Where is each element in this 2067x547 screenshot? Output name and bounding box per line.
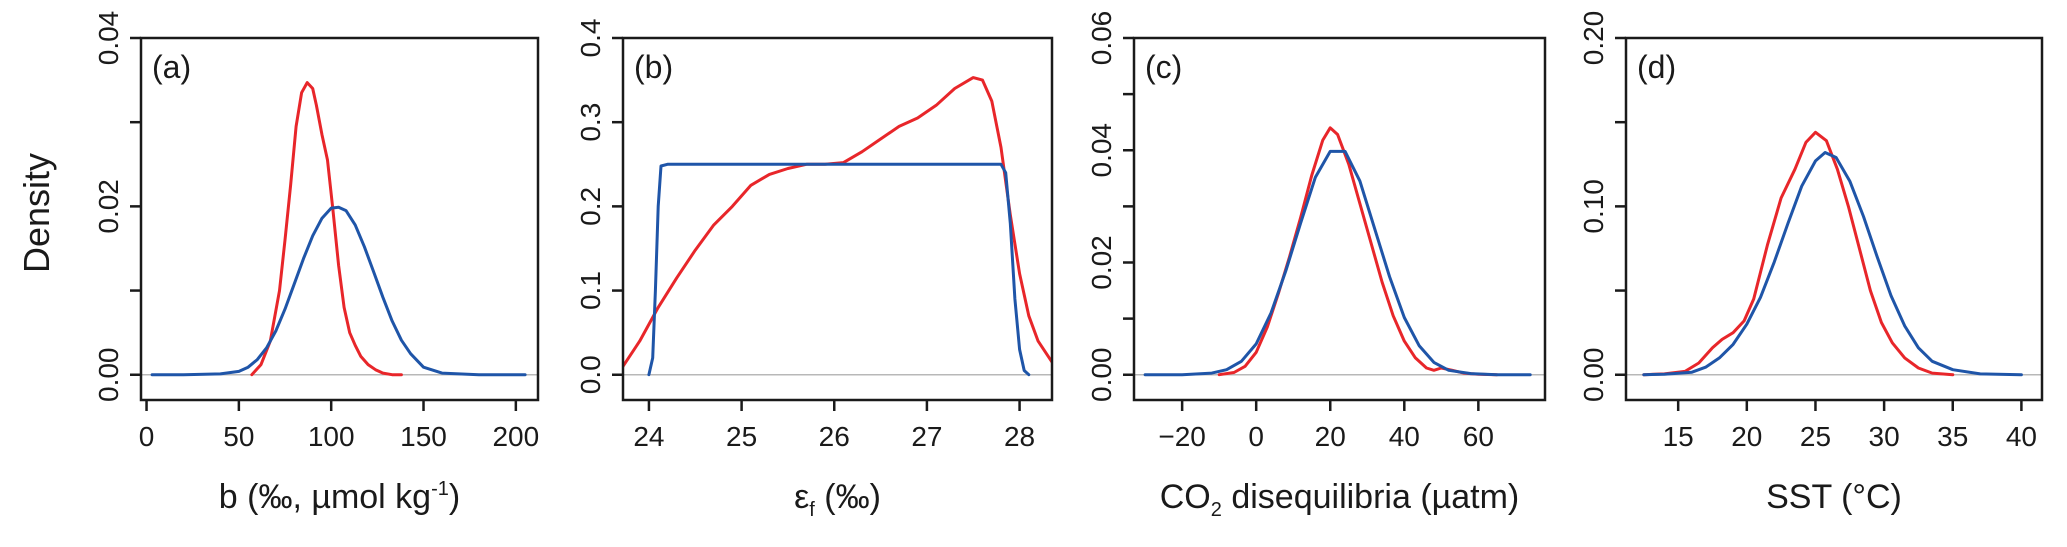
panel-d-series-red (1642, 130, 1955, 377)
panel-a-label: (a) (152, 49, 191, 85)
panel-d-series-blue (1642, 151, 2023, 377)
panel-b-y-tick-label: 0.1 (575, 271, 606, 310)
panel-d-y-tick-label: 0.20 (1578, 11, 1609, 66)
panel-c-frame (1132, 36, 1547, 402)
panel-d-x-tick-label: 35 (1937, 421, 1968, 452)
panel-a-x-axis-label-end: ) (449, 478, 460, 516)
panel-c-series-blue (1143, 149, 1532, 377)
panel-c: −20 0 20 40 60 0.00 0.02 0.04 0.06 (c) CO2 disequi… (1086, 11, 1547, 521)
panel-a: 0 50 100 150 200 0.00 0.02 0.04 (a) b (‰, µmol kg… (93, 11, 540, 516)
panel-d-x-tick-label: 40 (2006, 421, 2037, 452)
panel-a-x-axis-label-sup: -1 (431, 478, 449, 500)
panel-c-x-axis-label-end: disequilibria (µatm) (1222, 478, 1519, 516)
panel-c-x-axis-label-main: CO (1160, 478, 1211, 516)
panel-a-series-blue (150, 205, 527, 377)
panel-a-y-tick-label: 0.02 (93, 179, 124, 234)
panel-a-series-red (250, 81, 403, 377)
panel-a-y-tick-label: 0.00 (93, 347, 124, 402)
panel-c-x-tick-label: 40 (1389, 421, 1420, 452)
panel-b-x-axis-label-sub: f (809, 499, 815, 521)
panel-c-y-tick-label: 0.04 (1086, 123, 1117, 178)
panel-b-x-tick-label: 28 (1004, 421, 1035, 452)
panel-c-x-tick-label: 20 (1315, 421, 1346, 452)
panel-c-series-red (1217, 126, 1499, 377)
panel-c-x-axis-label-sub: 2 (1211, 499, 1222, 521)
panel-a-x-tick-label: 200 (492, 421, 539, 452)
panel-b-x-axis-label-end: (‰) (815, 478, 881, 516)
panel-c-x-tick-label: 60 (1463, 421, 1494, 452)
panel-c-y-tick-label: 0.02 (1086, 235, 1117, 290)
panel-a-x-tick-label: 100 (308, 421, 355, 452)
figure-y-axis-label: Density (16, 153, 57, 273)
panel-b-x-tick-label: 24 (633, 421, 664, 452)
panel-c-y-tick-label: 0.06 (1086, 11, 1117, 66)
panel-b-x-tick-label: 26 (819, 421, 850, 452)
panel-a-frame (139, 36, 540, 402)
panel-b: 24 25 26 27 28 0.0 0.1 0.2 0.3 0.4 (b) εf (‰) (575, 19, 1054, 521)
panel-d-frame (1624, 36, 2044, 402)
panel-b-series-red (623, 76, 1052, 368)
panel-a-x-axis-label-main: b (‰, µmol kg (219, 478, 431, 516)
panel-a-y-tick-label: 0.04 (93, 11, 124, 66)
panel-c-label: (c) (1145, 49, 1182, 85)
panel-a-x-tick-label: 0 (139, 421, 155, 452)
panel-d-x-tick-label: 15 (1663, 421, 1694, 452)
panel-b-frame (621, 36, 1054, 402)
panel-b-label: (b) (634, 49, 673, 85)
panel-c-y-tick-label: 0.00 (1086, 347, 1117, 402)
panel-b-y-tick-label: 0.4 (575, 19, 606, 58)
panel-d-x-axis-label-main: SST (°C) (1766, 478, 1902, 516)
panel-d-x-tick-label: 20 (1731, 421, 1762, 452)
panel-d-x-axis-label: SST (°C) (1766, 478, 1902, 516)
panel-b-x-axis-label-main: ε (794, 478, 809, 516)
panel-d: 15 20 25 30 35 40 0.00 0.10 0.20 (d) SST (°C) (1578, 11, 2044, 516)
panel-a-x-tick-label: 50 (223, 421, 254, 452)
panel-d-x-tick-label: 25 (1800, 421, 1831, 452)
panel-b-x-tick-label: 27 (911, 421, 942, 452)
panel-a-x-tick-label: 150 (400, 421, 447, 452)
panel-b-x-tick-label: 25 (726, 421, 757, 452)
panel-a-x-axis-label: b (‰, µmol kg-1) (219, 478, 460, 516)
panel-c-x-tick-label: −20 (1158, 421, 1206, 452)
panel-b-series-blue (647, 162, 1031, 377)
panel-b-y-tick-label: 0.2 (575, 187, 606, 226)
panel-d-label: (d) (1637, 49, 1676, 85)
panel-c-x-tick-label: 0 (1248, 421, 1264, 452)
panel-d-x-tick-label: 30 (1869, 421, 1900, 452)
panel-c-x-axis-label: CO2 disequilibria (µatm) (1160, 478, 1519, 521)
panel-b-y-tick-label: 0.3 (575, 103, 606, 142)
panel-d-y-tick-label: 0.00 (1578, 347, 1609, 402)
panel-b-y-tick-label: 0.0 (575, 355, 606, 394)
panel-d-y-tick-label: 0.10 (1578, 179, 1609, 234)
panel-b-x-axis-label: εf (‰) (794, 478, 881, 521)
